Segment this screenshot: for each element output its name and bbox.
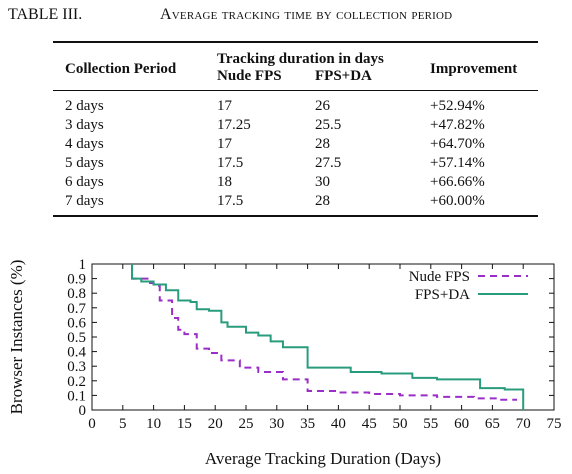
y-tick-label: 0.9 [67, 272, 86, 288]
table-cell-fpsda: 25.5 [315, 117, 342, 133]
x-tick-label: 0 [88, 416, 96, 432]
table-cell-fpsda: 28 [315, 193, 330, 209]
y-tick-label: 0.6 [67, 315, 86, 331]
table-top-rule [53, 41, 538, 43]
x-tick-label: 55 [423, 416, 438, 432]
table-cell-nude: 17.5 [217, 193, 244, 209]
table-cell-period: 5 days [65, 155, 104, 171]
x-tick-label: 50 [393, 416, 408, 432]
y-tick-label: 1 [79, 257, 87, 273]
x-tick-label: 35 [300, 416, 315, 432]
y-tick-label: 0.2 [67, 374, 86, 390]
legend-label: FPS+DA [415, 287, 470, 303]
x-tick-label: 20 [208, 416, 223, 432]
x-axis-label: Average Tracking Duration (Days) [205, 449, 441, 468]
header-improvement: Improvement [430, 61, 518, 77]
table-cell-nude: 18 [217, 174, 232, 190]
table-cell-nude: 17.5 [217, 155, 244, 171]
y-tick-label: 0.1 [67, 388, 86, 404]
table-bottom-rule [53, 215, 538, 217]
x-tick-label: 65 [485, 416, 500, 432]
tracking-duration-chart: 0 5 10 15 20 25 30 35 40 45 50 55 60 65 70 75 00.10.20.3… [7, 257, 562, 468]
table-cell-improvement: +60.00% [430, 193, 485, 209]
table-cell-improvement: +47.82% [430, 117, 485, 133]
table-cell-improvement: +66.66% [430, 174, 485, 190]
y-tick-label: 0 [79, 403, 87, 419]
table-cell-nude: 17 [217, 136, 232, 152]
y-tick-label: 0.7 [67, 301, 86, 317]
table-cell-fpsda: 27.5 [315, 155, 342, 171]
x-tick-label: 25 [239, 416, 254, 432]
y-tick-label: 0.8 [67, 286, 86, 302]
x-tick-label: 45 [362, 416, 377, 432]
table-cell-fpsda: 30 [315, 174, 330, 190]
table-header-rule [53, 90, 538, 91]
x-tick-label: 75 [547, 416, 562, 432]
x-tick-label: 60 [454, 416, 469, 432]
y-axis-label: Browser Instances (%) [7, 260, 26, 415]
table-caption-number: TABLE III. [8, 6, 83, 23]
table-cell-period: 6 days [65, 174, 104, 190]
table-cell-nude: 17.25 [217, 117, 251, 133]
table-caption-title: Average tracking time by collection peri… [160, 6, 453, 23]
header-collection-period: Collection Period [65, 61, 177, 77]
table-cell-fpsda: 28 [315, 136, 330, 152]
table-cell-period: 2 days [65, 98, 104, 114]
y-tick-label: 0.3 [67, 359, 86, 375]
x-tick-label: 30 [269, 416, 284, 432]
table-cell-period: 3 days [65, 117, 104, 133]
table-cell-improvement: +52.94% [430, 98, 485, 114]
y-tick-label: 0.4 [67, 345, 86, 361]
x-tick-label: 40 [331, 416, 346, 432]
y-tick-label: 0.5 [67, 330, 86, 346]
table-cell-improvement: +64.70% [430, 136, 485, 152]
table-cell-improvement: +57.14% [430, 155, 485, 171]
header-tracking-duration: Tracking duration in days [217, 51, 384, 67]
table-cell-period: 7 days [65, 193, 104, 209]
x-tick-label: 10 [146, 416, 161, 432]
series-line-nude-fps [131, 264, 518, 401]
series-line-fps-da [131, 264, 525, 410]
x-tick-label: 15 [177, 416, 192, 432]
table-cell-period: 4 days [65, 136, 104, 152]
x-tick-label: 70 [516, 416, 531, 432]
header-nude-fps: Nude FPS [217, 68, 282, 84]
table-cell-fpsda: 26 [315, 98, 330, 114]
x-tick-label: 5 [119, 416, 127, 432]
legend-label: Nude FPS [409, 269, 470, 285]
table-caption: TABLE III. Average tracking time by coll… [8, 6, 568, 28]
header-fps-da: FPS+DA [315, 68, 372, 84]
table-cell-nude: 17 [217, 98, 232, 114]
